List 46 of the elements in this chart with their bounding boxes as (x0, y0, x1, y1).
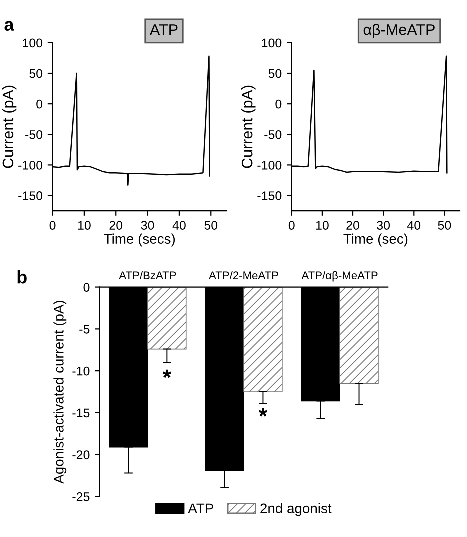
annotation: * (258, 408, 268, 417)
y-tick-label: -150 (18, 192, 43, 200)
x-tick-label: 10 (316, 221, 329, 230)
y-tick-label: -50 (26, 130, 43, 140)
legend-label: ATP (188, 504, 214, 514)
y-tick-label: -10 (72, 366, 90, 376)
y-tick-label: -50 (264, 130, 282, 140)
y-tick-label: 50 (30, 69, 43, 78)
x-tick-label: 0 (288, 221, 295, 230)
y-axis-title: Agonist-activated current (pA) (54, 301, 67, 484)
y-tick-label: -100 (258, 161, 282, 170)
x-tick-label: ATP/αβ-MeATP (302, 271, 378, 282)
y-tick-label: 100 (23, 38, 43, 48)
x-tick-label: 50 (204, 221, 218, 230)
chart-title: ATP (150, 24, 178, 36)
x-tick-label: 40 (172, 221, 186, 230)
x-tick-label: ATP/BzATP (119, 271, 176, 280)
y-tick-label: 0 (276, 100, 282, 109)
x-tick-label: 0 (50, 221, 56, 230)
y-tick-label: -5 (80, 325, 90, 334)
annotation: * (162, 370, 172, 378)
y-tick-label: 100 (262, 38, 282, 48)
legend-label: 2nd agonist (260, 503, 332, 516)
x-tick-label: ATP/2-MeATP (209, 271, 278, 280)
y-axis-title: Current (pA) (242, 86, 256, 168)
x-tick-label: 10 (78, 221, 91, 230)
y-tick-label: 50 (268, 69, 282, 78)
x-tick-label: 30 (141, 221, 154, 230)
text: a (4, 21, 14, 31)
text: b (18, 270, 27, 284)
y-tick-label: 0 (84, 283, 90, 292)
y-tick-label: -20 (72, 450, 90, 460)
y-tick-label: 0 (36, 100, 43, 109)
x-axis-title: Time (sec) (344, 234, 408, 247)
x-tick-label: 40 (407, 221, 421, 230)
x-tick-label: 30 (377, 221, 390, 230)
x-tick-label: 20 (346, 221, 360, 230)
x-tick-label: 50 (438, 221, 452, 230)
x-axis-title: Time (secs) (104, 234, 176, 247)
y-tick-label: -15 (72, 408, 90, 418)
y-tick-label: -150 (258, 192, 282, 200)
x-tick-label: 20 (110, 221, 123, 230)
y-tick-label: -25 (72, 492, 90, 502)
y-axis-title: Current (pA) (2, 86, 17, 168)
y-tick-label: -100 (18, 161, 43, 170)
chart-title: αβ-MeATP (364, 24, 435, 38)
